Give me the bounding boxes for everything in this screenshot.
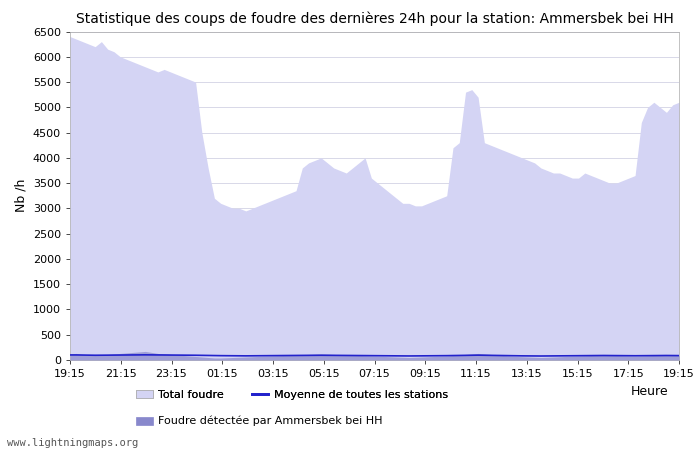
Y-axis label: Nb /h: Nb /h <box>14 179 27 212</box>
Title: Statistique des coups de foudre des dernières 24h pour la station: Ammersbek bei: Statistique des coups de foudre des dern… <box>76 12 673 26</box>
Text: Heure: Heure <box>631 385 668 398</box>
Text: www.lightningmaps.org: www.lightningmaps.org <box>7 438 139 448</box>
Legend: Foudre détectée par Ammersbek bei HH: Foudre détectée par Ammersbek bei HH <box>132 412 387 431</box>
Legend: Total foudre, Moyenne de toutes les stations: Total foudre, Moyenne de toutes les stat… <box>132 385 452 404</box>
